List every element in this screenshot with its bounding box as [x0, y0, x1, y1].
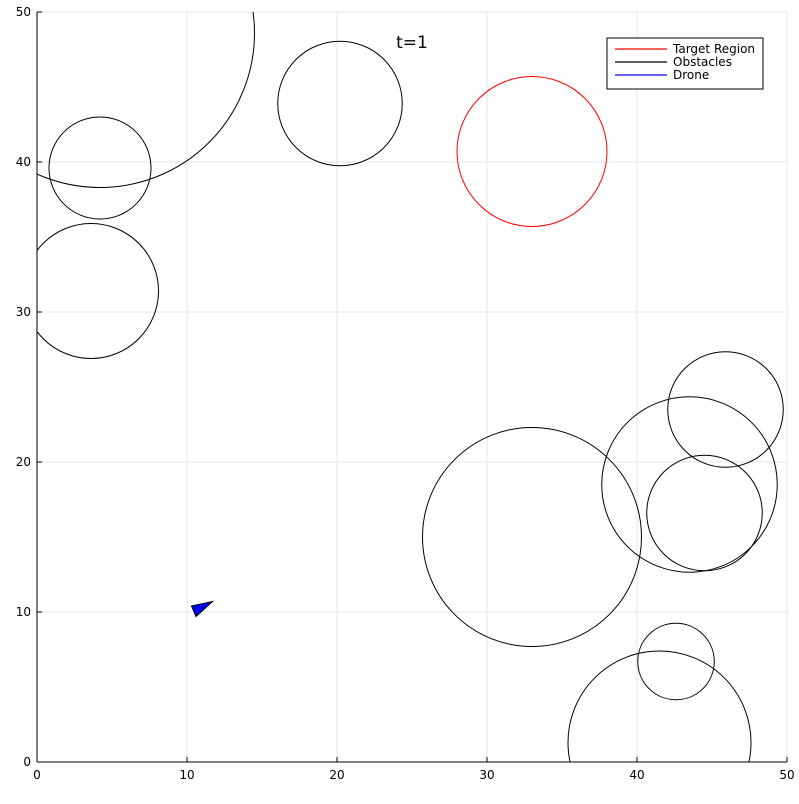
x-tick-label: 20 [329, 768, 344, 782]
obstacles-circle [37, 223, 159, 359]
obstacles-circle [37, 12, 255, 188]
obstacles-circle [567, 650, 752, 762]
drone-marker [190, 600, 215, 618]
target-region-circle [456, 76, 608, 227]
obstacles-circle [277, 40, 403, 167]
axis-layer: 0 10 20 30 40 50 0 10 20 30 40 50 [16, 5, 795, 782]
grid-layer [36, 11, 788, 763]
y-tick-label: 20 [16, 455, 31, 469]
legend-label: Target Region [672, 42, 755, 56]
y-tick-label: 10 [16, 605, 31, 619]
obstacles-circle [646, 454, 763, 572]
y-tick-label: 0 [23, 755, 31, 769]
time-annotation: t=1 [396, 33, 428, 53]
legend-box [606, 37, 764, 90]
x-tick-label: 40 [629, 768, 644, 782]
y-tick-label: 50 [16, 5, 31, 19]
legend-label: Drone [673, 68, 709, 82]
x-tick-label: 10 [179, 768, 194, 782]
shape-layer [37, 12, 784, 762]
legend-label: Obstacles [673, 55, 732, 69]
obstacles-circle [667, 351, 784, 468]
x-tick-label: 30 [479, 768, 494, 782]
obstacles-circle [601, 396, 778, 573]
x-tick-label: 50 [779, 768, 794, 782]
obstacles-circle [637, 622, 715, 701]
x-tick-label: 0 [33, 768, 41, 782]
y-tick-label: 30 [16, 305, 31, 319]
y-tick-label: 40 [16, 155, 31, 169]
obstacles-circle [48, 116, 152, 220]
obstacles-circle [422, 427, 642, 647]
